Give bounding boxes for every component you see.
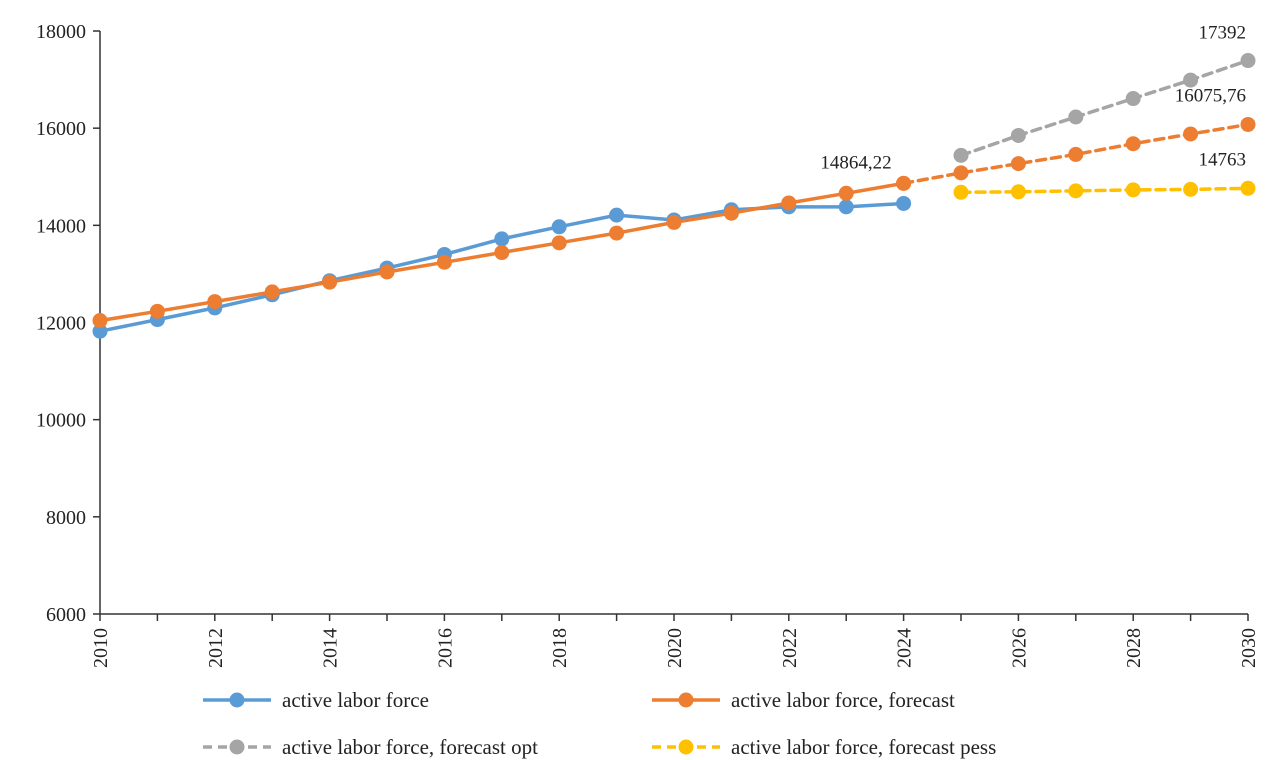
y-tick-label: 16000 xyxy=(36,118,86,140)
legend-swatch-marker xyxy=(678,739,694,755)
data-point xyxy=(953,165,969,181)
legend-item: active labor force, forecast opt xyxy=(203,735,538,759)
data-point xyxy=(149,303,165,319)
data-point xyxy=(1068,109,1084,125)
data-point xyxy=(1240,116,1256,132)
data-label: 14864,22 xyxy=(820,152,891,173)
data-labels: 14864,22 17392 16075,76 14763 xyxy=(820,23,1246,174)
legend-label: active labor force, forecast pess xyxy=(731,735,996,759)
y-tick-label: 8000 xyxy=(46,507,86,529)
legend-item: active labor force, forecast xyxy=(652,688,955,712)
data-point xyxy=(1183,181,1199,197)
data-point xyxy=(1010,184,1026,200)
y-tick-label: 6000 xyxy=(46,604,86,626)
data-label: 16075,76 xyxy=(1175,85,1246,106)
data-point xyxy=(92,313,108,329)
data-point xyxy=(1240,53,1256,69)
x-tick-label: 2028 xyxy=(1123,628,1145,668)
x-tick-label: 2014 xyxy=(320,628,342,668)
data-point xyxy=(838,199,854,215)
y-tick-label: 14000 xyxy=(36,215,86,237)
data-point xyxy=(264,284,280,300)
data-label: 17392 xyxy=(1199,23,1247,44)
series-line-4 xyxy=(959,186,1250,195)
data-point xyxy=(494,231,510,247)
data-point xyxy=(609,207,625,223)
x-tick-label: 2026 xyxy=(1008,628,1030,668)
series-lines xyxy=(92,53,1256,339)
x-tick-label: 2010 xyxy=(90,628,112,668)
data-point xyxy=(1125,136,1141,152)
data-point xyxy=(379,264,395,280)
data-point xyxy=(551,219,567,235)
legend-swatch-marker xyxy=(678,692,694,708)
y-tick-label: 18000 xyxy=(36,21,86,43)
data-point xyxy=(1125,182,1141,198)
axes: 6000 8000 10000 12000 14000 16000 18000 2010 201… xyxy=(36,21,1260,668)
x-tick-label: 2016 xyxy=(434,628,456,668)
data-point xyxy=(1183,126,1199,142)
data-point xyxy=(1010,127,1026,143)
legend-label: active labor force, forecast opt xyxy=(282,735,538,759)
data-point xyxy=(551,235,567,251)
data-point xyxy=(1125,91,1141,107)
y-tick-label: 10000 xyxy=(36,410,86,432)
data-point xyxy=(1068,183,1084,199)
data-point xyxy=(436,254,452,270)
x-tick-label: 2030 xyxy=(1238,628,1260,668)
data-point xyxy=(609,225,625,241)
data-point xyxy=(666,214,682,230)
legend-swatch-marker xyxy=(229,739,245,755)
data-point xyxy=(723,205,739,221)
x-tick-label: 2020 xyxy=(664,628,686,668)
data-point xyxy=(896,195,912,211)
data-point xyxy=(838,185,854,201)
data-point xyxy=(322,274,338,290)
data-point xyxy=(1183,72,1199,88)
data-label: 14763 xyxy=(1199,149,1247,170)
x-tick-label: 2018 xyxy=(549,628,571,668)
legend-item: active labor force, forecast pess xyxy=(652,735,996,759)
series-line-3 xyxy=(959,58,1250,158)
data-point xyxy=(207,294,223,310)
x-tick-label: 2022 xyxy=(779,628,801,668)
data-point xyxy=(953,147,969,163)
data-point xyxy=(494,245,510,261)
legend: active labor force active labor force, fo… xyxy=(203,688,996,759)
y-tick-label: 12000 xyxy=(36,313,86,335)
x-tick-label: 2012 xyxy=(205,628,227,668)
data-point xyxy=(896,175,912,191)
legend-swatch-marker xyxy=(229,692,245,708)
data-point xyxy=(781,195,797,211)
data-point xyxy=(92,323,108,339)
data-point xyxy=(1068,146,1084,162)
legend-item: active labor force xyxy=(203,688,429,712)
x-tick-label: 2024 xyxy=(894,628,916,668)
data-point xyxy=(1010,156,1026,172)
legend-label: active labor force xyxy=(282,688,429,712)
data-point xyxy=(953,184,969,200)
data-point xyxy=(1240,180,1256,196)
legend-label: active labor force, forecast xyxy=(731,688,955,712)
